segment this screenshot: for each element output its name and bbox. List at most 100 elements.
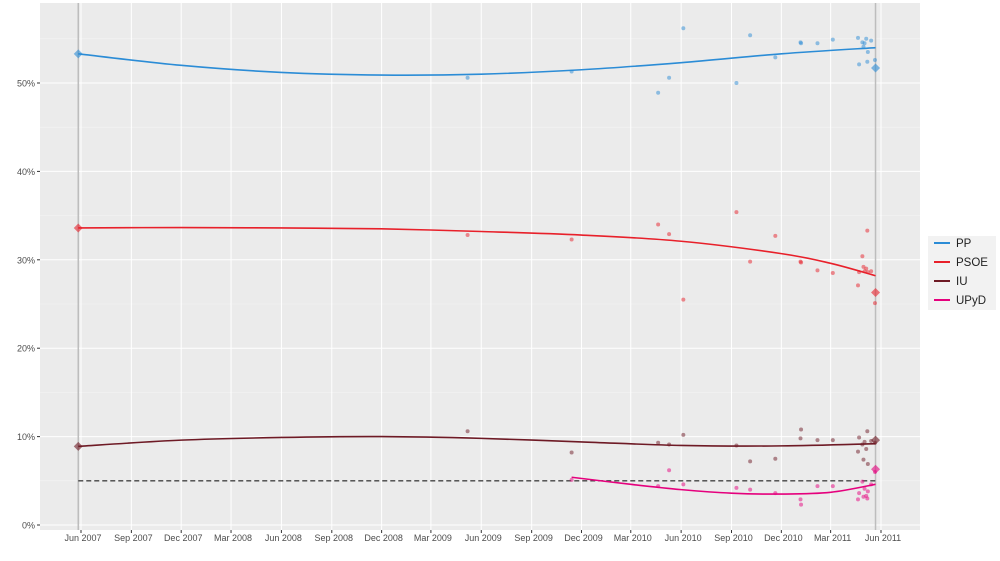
x-tick-label: Jun 2008 xyxy=(265,533,302,543)
poll-point-iu xyxy=(465,429,470,434)
poll-point-iu xyxy=(862,439,867,444)
poll-point-pp xyxy=(465,75,470,80)
y-tick-label: 10% xyxy=(17,432,35,442)
poll-point-upyd xyxy=(860,479,865,484)
poll-point-psoe xyxy=(830,271,835,276)
axes: 0% 10% 20% 30% 40% 50% Jun 2007 Sep 2007 Dec 200… xyxy=(17,79,901,544)
legend-label-iu: IU xyxy=(956,276,968,288)
x-tick-label: Mar 2010 xyxy=(614,533,652,543)
poll-point-iu xyxy=(773,456,778,461)
x-tick-label: Jun 2011 xyxy=(865,533,901,543)
poll-point-psoe xyxy=(465,233,470,238)
poll-point-psoe xyxy=(656,222,661,227)
y-tick-label: 40% xyxy=(17,167,35,177)
poll-point-pp xyxy=(864,36,869,41)
poll-point-psoe xyxy=(869,269,874,274)
poll-point-upyd xyxy=(856,497,861,502)
election-result-iu xyxy=(871,435,881,445)
poll-point-iu xyxy=(861,457,866,462)
poll-point-psoe xyxy=(815,268,820,273)
poll-point-psoe xyxy=(734,210,739,215)
poll-point-upyd xyxy=(865,496,870,501)
poll-point-pp xyxy=(865,50,870,55)
poll-point-pp xyxy=(857,62,862,67)
poll-point-pp xyxy=(656,90,661,95)
poll-point-pp xyxy=(869,38,874,43)
poll-point-upyd xyxy=(862,486,867,491)
poll-point-iu xyxy=(798,436,803,441)
x-tick-label: Mar 2009 xyxy=(414,533,452,543)
poll-point-pp xyxy=(830,37,835,42)
x-tick-label: Mar 2008 xyxy=(214,533,252,543)
x-tick-label: Dec 2010 xyxy=(764,533,803,543)
poll-point-pp xyxy=(748,33,753,38)
poll-point-psoe xyxy=(864,266,869,271)
poll-point-pp xyxy=(681,26,686,31)
poll-point-iu xyxy=(865,429,870,434)
x-tick-label: Jun 2010 xyxy=(665,533,702,543)
poll-point-psoe xyxy=(865,228,870,233)
poll-point-iu xyxy=(748,459,753,464)
poll-point-psoe xyxy=(748,259,753,264)
plot-panel xyxy=(40,3,920,530)
poll-point-iu xyxy=(656,440,661,445)
poll-point-upyd xyxy=(681,482,686,487)
chart-marks xyxy=(73,3,881,530)
legend-label-pp: PP xyxy=(956,238,972,250)
y-tick-label: 0% xyxy=(22,521,35,531)
trend-line-psoe xyxy=(78,226,876,277)
election-result-psoe xyxy=(871,288,881,298)
trend-line-pp xyxy=(78,46,876,76)
poll-point-pp xyxy=(667,75,672,80)
y-tick-label: 30% xyxy=(17,255,35,265)
poll-point-psoe xyxy=(773,233,778,238)
x-tick-label: Sep 2009 xyxy=(514,533,553,543)
poll-point-upyd xyxy=(569,477,574,482)
poll-point-upyd xyxy=(857,491,862,496)
poll-point-iu xyxy=(681,432,686,437)
election-result-pp xyxy=(73,49,83,59)
poll-point-upyd xyxy=(865,489,870,494)
poll-point-iu xyxy=(857,435,862,440)
poll-point-psoe xyxy=(872,301,877,306)
trend-line-upyd xyxy=(571,476,876,495)
poll-point-pp xyxy=(856,35,861,40)
poll-point-iu xyxy=(865,462,870,467)
x-tick-label: Sep 2010 xyxy=(714,533,753,543)
x-tick-label: Dec 2008 xyxy=(364,533,403,543)
poll-point-psoe xyxy=(667,232,672,237)
poll-point-iu xyxy=(856,449,861,454)
poll-point-upyd xyxy=(734,485,739,490)
poll-point-pp xyxy=(773,55,778,60)
poll-point-pp xyxy=(815,41,820,46)
poll-point-upyd xyxy=(830,484,835,489)
legend: PP PSOE IU UPyD xyxy=(928,236,996,310)
poll-point-upyd xyxy=(815,484,820,489)
poll-point-iu xyxy=(830,438,835,443)
poll-point-upyd xyxy=(798,497,803,502)
y-tick-label: 20% xyxy=(17,344,35,354)
poll-point-iu xyxy=(569,450,574,455)
election-result-iu xyxy=(73,441,83,451)
poll-point-upyd xyxy=(667,468,672,473)
poll-point-psoe xyxy=(681,297,686,302)
trend-line-iu xyxy=(78,435,876,448)
poll-point-upyd xyxy=(748,487,753,492)
y-tick-label: 50% xyxy=(17,79,35,89)
poll-point-psoe xyxy=(856,283,861,288)
x-tick-label: Dec 2007 xyxy=(164,533,203,543)
poll-point-iu xyxy=(864,446,869,451)
poll-point-iu xyxy=(799,427,804,432)
election-result-psoe xyxy=(73,223,83,233)
x-tick-label: Sep 2008 xyxy=(315,533,354,543)
poll-point-upyd xyxy=(799,502,804,507)
x-tick-label: Jun 2009 xyxy=(465,533,502,543)
election-result-pp xyxy=(871,63,881,73)
x-tick-label: Dec 2009 xyxy=(564,533,603,543)
poll-point-pp xyxy=(872,58,877,63)
x-tick-label: Mar 2011 xyxy=(814,533,851,543)
poll-point-iu xyxy=(815,438,820,443)
poll-point-psoe xyxy=(799,260,804,265)
poll-point-pp xyxy=(862,41,867,46)
